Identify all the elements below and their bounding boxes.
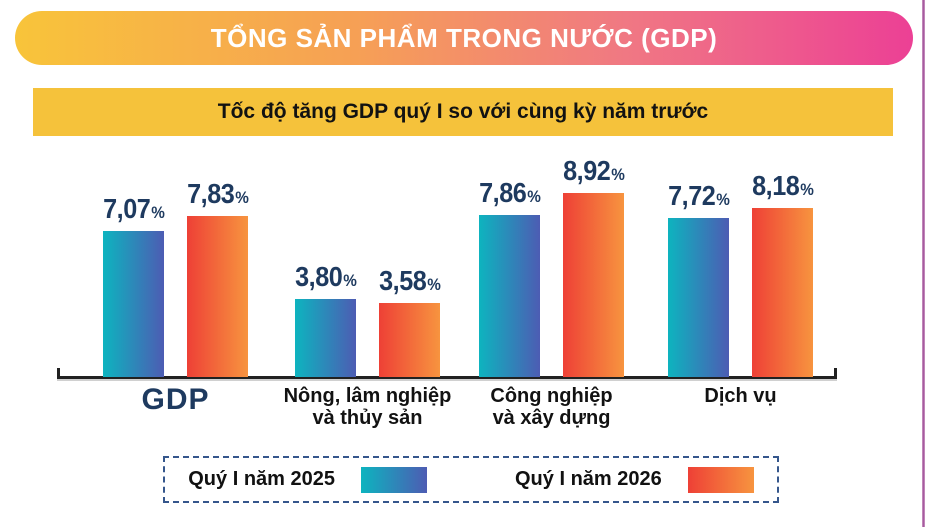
value-label-q1-2025-agriculture-forestry-fishery: 3,80%: [294, 261, 357, 292]
legend-swatch-q1-2025: [361, 466, 427, 493]
value-label-q1-2026-services: 8,18%: [751, 170, 814, 201]
page-title: TỔNG SẢN PHẨM TRONG NƯỚC (GDP): [210, 22, 718, 53]
value-label-q1-2026-gdp: 7,83%: [186, 178, 249, 209]
category-label-agriculture-forestry-fishery: Nông, lâm nghiệp và thủy sản: [283, 385, 452, 429]
legend-label-q1-2026: Quý I năm 2026: [515, 468, 662, 490]
value-label-q1-2025-industry-construction: 7,86%: [478, 177, 541, 208]
bar-q1-2025-gdp: [103, 231, 164, 377]
legend-label-q1-2025: Quý I năm 2025: [188, 468, 335, 490]
bar-q1-2025-services: [668, 218, 729, 377]
category-label-industry-construction: Công nghiệp và xây dựng: [490, 385, 613, 429]
bar-q1-2026-gdp: [187, 216, 248, 377]
header-banner: TỔNG SẢN PHẨM TRONG NƯỚC (GDP): [15, 11, 913, 65]
legend-item-q1-2026: Quý I năm 2026: [515, 466, 754, 493]
category-label-gdp: GDP: [141, 383, 210, 416]
bar-q1-2026-industry-construction: [563, 193, 624, 377]
bar-q1-2025-agriculture-forestry-fishery: [295, 299, 356, 377]
legend: Quý I năm 2025 Quý I năm 2026: [163, 456, 779, 503]
page-right-border: [922, 0, 925, 527]
bar-q1-2025-industry-construction: [479, 215, 540, 377]
axis-left-tick: [57, 368, 60, 377]
x-axis: [57, 368, 837, 379]
value-label-q1-2025-services: 7,72%: [667, 180, 730, 211]
value-label-q1-2025-gdp: 7,07%: [102, 193, 165, 224]
bar-q1-2026-services: [752, 208, 813, 377]
legend-item-q1-2025: Quý I năm 2025: [188, 466, 427, 493]
category-label-services: Dịch vụ: [704, 385, 777, 407]
legend-swatch-q1-2026: [687, 466, 754, 493]
chart-subtitle-banner: Tốc độ tăng GDP quý I so với cùng kỳ năm…: [33, 88, 893, 136]
chart-subtitle: Tốc độ tăng GDP quý I so với cùng kỳ năm…: [217, 100, 709, 123]
axis-right-tick: [834, 368, 837, 377]
bar-q1-2026-agriculture-forestry-fishery: [379, 303, 440, 377]
value-label-q1-2026-industry-construction: 8,92%: [562, 155, 625, 186]
value-label-q1-2026-agriculture-forestry-fishery: 3,58%: [378, 265, 441, 296]
